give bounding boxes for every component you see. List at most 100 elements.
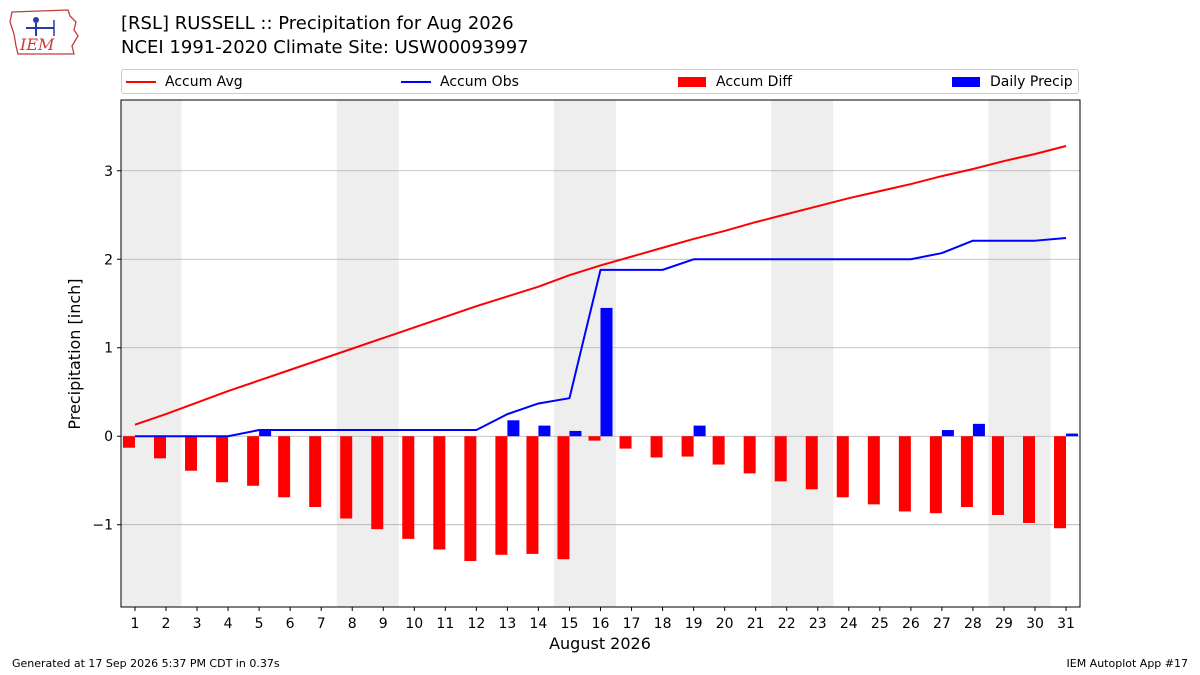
legend-label-accum-obs: Accum Obs [440, 74, 519, 90]
accum-diff-bar [650, 436, 663, 458]
legend-label-accum-avg: Accum Avg [165, 74, 243, 90]
accum-diff-bar [278, 436, 291, 498]
accum-diff-bar [464, 436, 477, 561]
y-tick-label: 2 [104, 252, 113, 268]
chart-subtitle: NCEI 1991-2020 Climate Site: USW00093997 [121, 37, 529, 58]
accum-obs-line [134, 237, 1067, 438]
accum-diff-bar [371, 436, 384, 530]
daily-precip-bar [600, 307, 613, 437]
daily-precip-bar [941, 430, 954, 437]
x-tick-label: 31 [1057, 616, 1075, 632]
accum-diff-bar [433, 436, 446, 550]
legend-item-accum-diff: Accum Diff [678, 73, 792, 91]
x-tick-label: 27 [933, 616, 951, 632]
weekend-band-1 [336, 100, 399, 607]
weekend-band-0 [121, 100, 182, 607]
accum-diff-bar [681, 436, 694, 457]
chart-legend: Accum Avg Accum Obs Accum Diff Daily Pre… [121, 69, 1079, 94]
x-tick-label: 22 [778, 616, 796, 632]
accum-diff-bar [743, 436, 756, 474]
daily-precip-bar [259, 430, 272, 437]
x-tick-label: 25 [871, 616, 889, 632]
legend-swatch-accum-diff [678, 77, 706, 87]
series-lines [134, 145, 1067, 438]
legend-label-accum-diff: Accum Diff [716, 74, 793, 90]
x-axis-label: August 2026 [549, 634, 651, 653]
accum-diff-bar [898, 436, 911, 512]
legend-label-daily-precip: Daily Precip [990, 74, 1073, 90]
accum-diff-bar [619, 436, 632, 449]
y-tick-label: −1 [92, 518, 113, 534]
x-tick-label: 26 [902, 616, 920, 632]
x-tick-label: 14 [530, 616, 548, 632]
x-tick-label: 4 [224, 616, 233, 632]
x-tick-label: 8 [348, 616, 357, 632]
accum-avg-line [134, 145, 1067, 426]
accum-diff-bar [309, 436, 322, 508]
accum-diff-bar [557, 436, 570, 560]
accum-diff-bar [960, 436, 973, 508]
x-tick-label: 3 [193, 616, 202, 632]
accum-diff-bar [836, 436, 849, 498]
accum-diff-bar [526, 436, 539, 554]
accum-diff-bar [991, 436, 1004, 515]
accum-diff-bar [185, 436, 198, 471]
x-tick-label: 11 [436, 616, 454, 632]
accum-diff-bar [247, 436, 260, 486]
accum-diff-bar [340, 436, 353, 519]
accum-diff-bar [774, 436, 787, 482]
x-tick-label: 5 [255, 616, 264, 632]
legend-item-accum-avg: Accum Avg [126, 73, 243, 91]
x-tick-label: 19 [685, 616, 703, 632]
daily-precip-bar [569, 430, 582, 437]
accum-diff-bar [495, 436, 508, 555]
y-tick-label: 0 [104, 429, 113, 445]
x-tick-label: 7 [317, 616, 326, 632]
y-tick-label: 1 [104, 341, 113, 357]
weekend-band-4 [988, 100, 1051, 607]
iem-logo: IEM [9, 9, 79, 55]
bars [122, 307, 1079, 561]
daily-precip-bar [507, 420, 520, 437]
accum-diff-bar [1054, 436, 1067, 529]
x-tick-label: 15 [561, 616, 579, 632]
x-tick-label: 30 [1026, 616, 1044, 632]
daily-precip-bar [972, 423, 985, 437]
accum-diff-bar [805, 436, 818, 490]
weather-station-icon [33, 17, 39, 23]
accum-diff-bar [216, 436, 229, 483]
legend-item-accum-obs: Accum Obs [401, 73, 519, 91]
legend-swatch-accum-obs [401, 81, 431, 83]
x-tick-label: 24 [840, 616, 858, 632]
y-axis-label: Precipitation [inch] [65, 278, 84, 429]
footer-generated-text: Generated at 17 Sep 2026 5:37 PM CDT in … [12, 657, 280, 670]
x-tick-label: 18 [654, 616, 672, 632]
iowa-outline-icon [9, 9, 79, 55]
legend-swatch-accum-avg [126, 81, 156, 83]
x-tick-label: 13 [498, 616, 516, 632]
x-tick-label: 1 [131, 616, 140, 632]
x-tick-label: 23 [809, 616, 827, 632]
legend-item-daily-precip: Daily Precip [952, 73, 1073, 91]
legend-swatch-daily-precip [952, 77, 980, 87]
x-tick-label: 9 [379, 616, 388, 632]
accum-diff-bar [402, 436, 415, 539]
accum-diff-bar [588, 436, 601, 441]
x-tick-label: 12 [467, 616, 485, 632]
daily-precip-bar [693, 425, 706, 437]
x-tick-label: 29 [995, 616, 1013, 632]
x-tick-label: 21 [747, 616, 765, 632]
y-tick-label: 3 [104, 164, 113, 180]
daily-precip-bar [538, 425, 551, 437]
accum-diff-bar [154, 436, 167, 459]
x-tick-label: 10 [405, 616, 423, 632]
accum-diff-bar [929, 436, 942, 514]
x-tick-label: 17 [623, 616, 641, 632]
svg-text:IEM: IEM [19, 35, 55, 54]
accum-diff-bar [122, 436, 135, 448]
x-tick-label: 2 [162, 616, 171, 632]
daily-precip-bar [1066, 433, 1079, 437]
x-tick-label: 16 [592, 616, 610, 632]
